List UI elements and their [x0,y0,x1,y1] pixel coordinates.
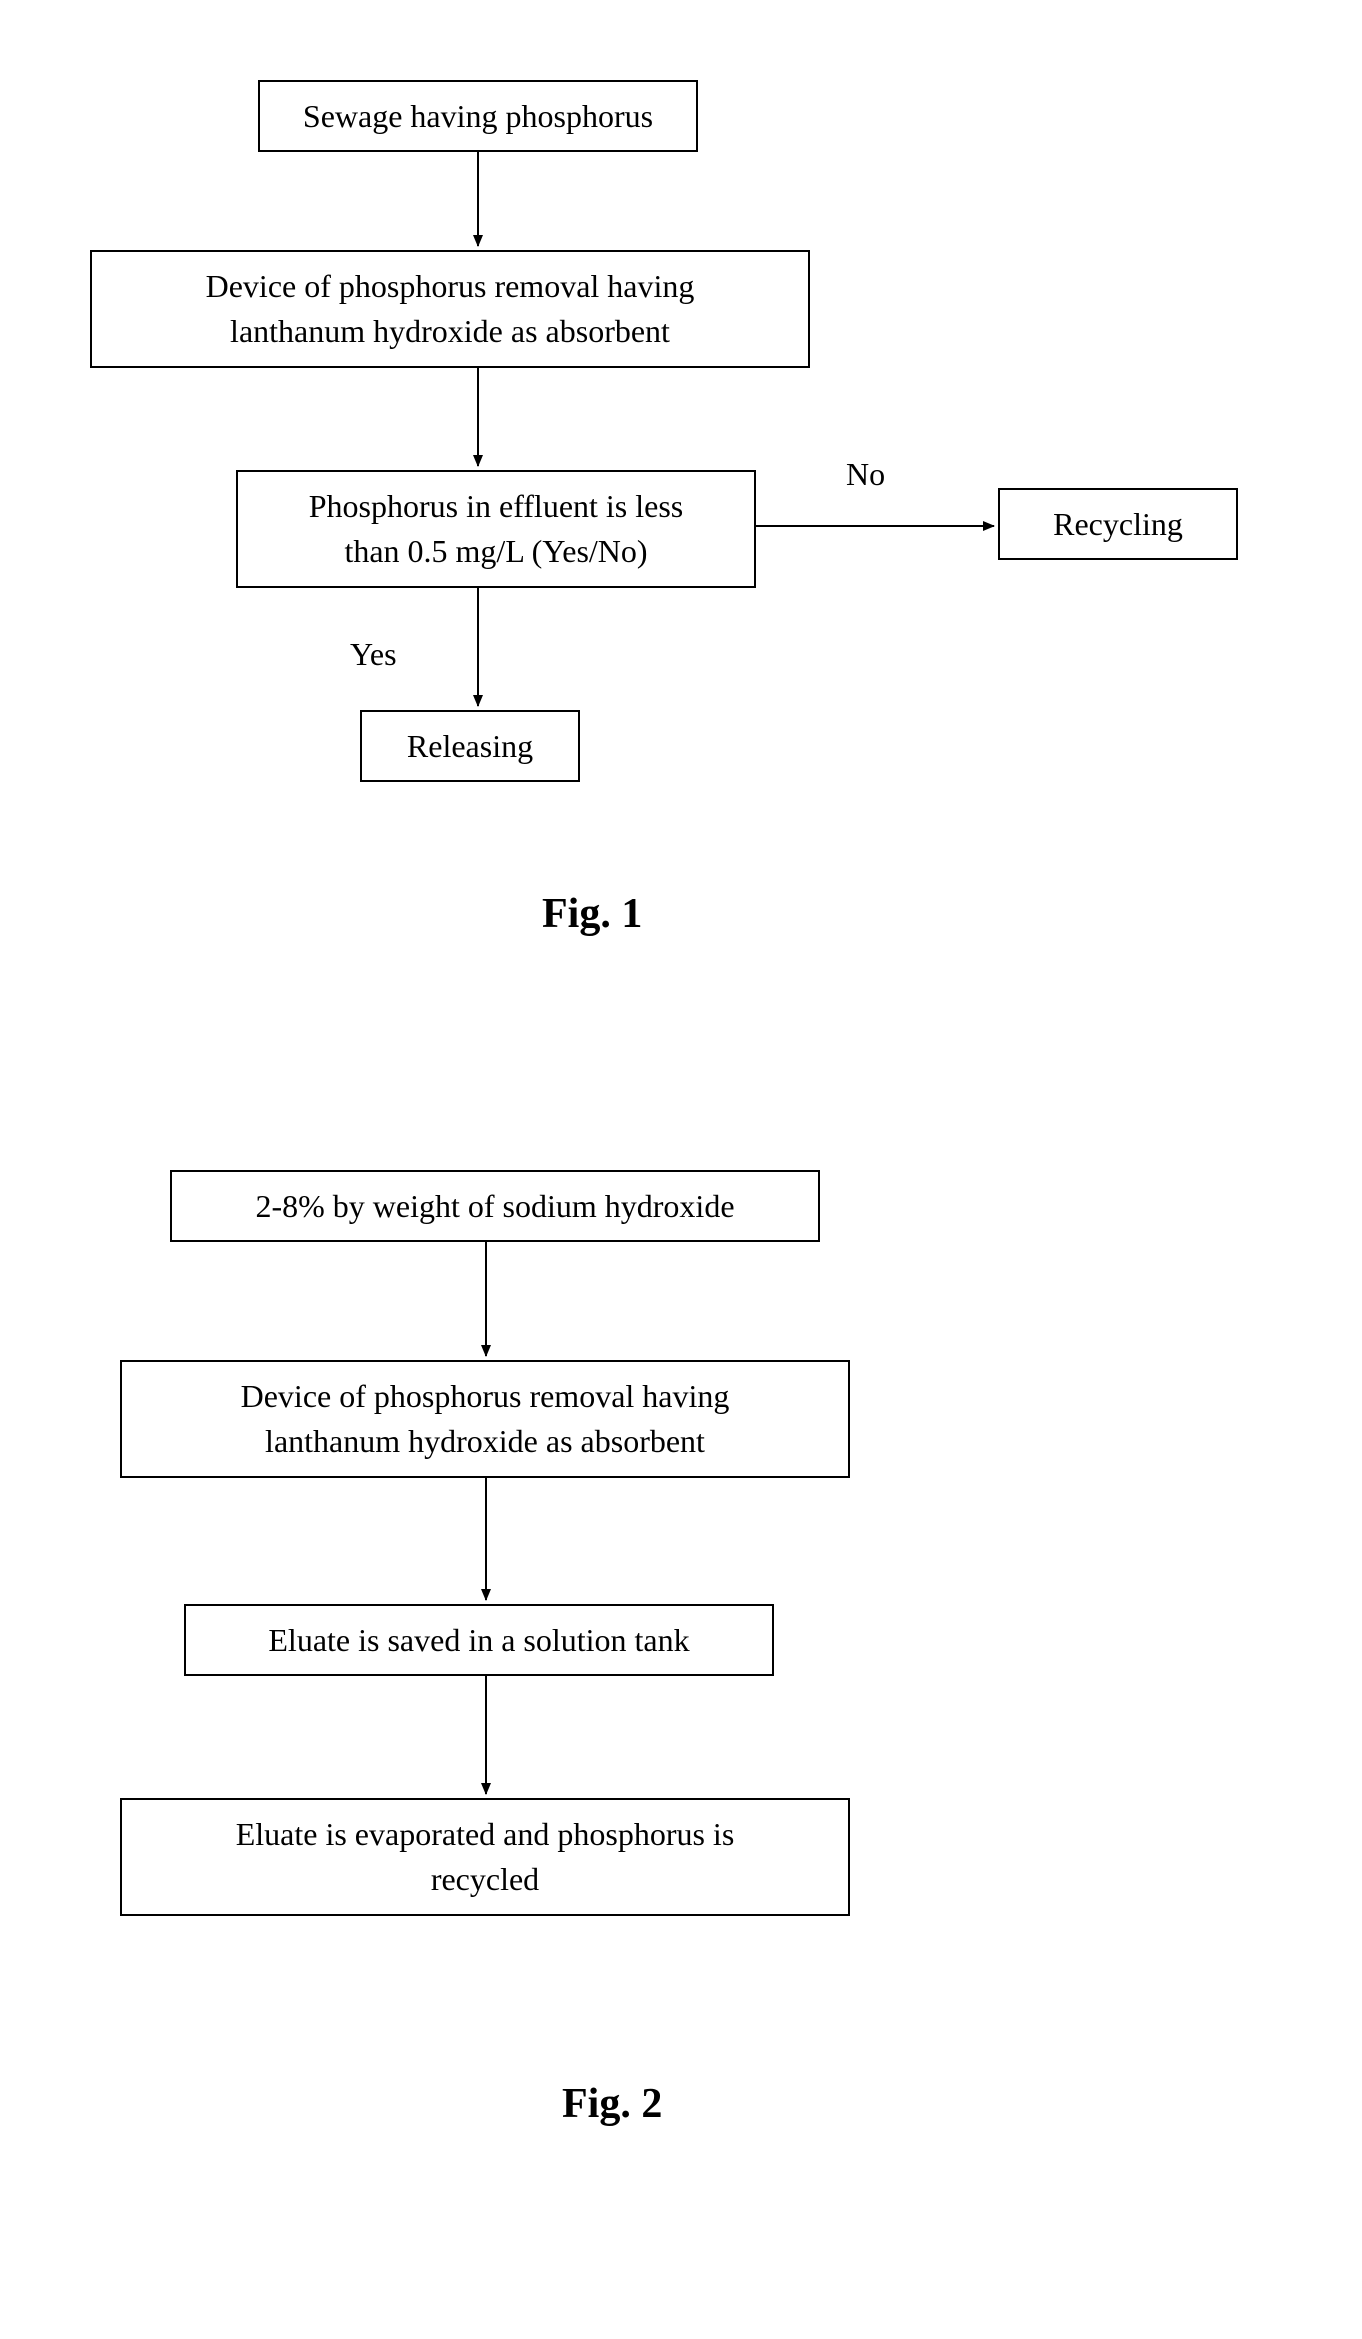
fig1-edge-label-no: No [846,456,885,493]
fig2-arrow-layer [20,1170,1362,2220]
node-label: Sewage having phosphorus [303,94,653,139]
fig2-node-evap: Eluate is evaporated and phosphorus isre… [120,1798,850,1916]
node-label: Eluate is saved in a solution tank [268,1618,689,1663]
node-label: Device of phosphorus removal havinglanth… [206,264,695,354]
node-label: Device of phosphorus removal havinglanth… [241,1374,730,1464]
fig2-node-device: Device of phosphorus removal havinglanth… [120,1360,850,1478]
fig1-node-sewage: Sewage having phosphorus [258,80,698,152]
node-label: Eluate is evaporated and phosphorus isre… [236,1812,735,1902]
node-label: Releasing [407,724,533,769]
fig2-node-naoh: 2-8% by weight of sodium hydroxide [170,1170,820,1242]
fig2-node-tank: Eluate is saved in a solution tank [184,1604,774,1676]
fig1-node-releasing: Releasing [360,710,580,782]
node-label: 2-8% by weight of sodium hydroxide [255,1184,734,1229]
fig2-title: Fig. 2 [562,2080,662,2128]
fig1-node-device: Device of phosphorus removal havinglanth… [90,250,810,368]
fig1-node-decision: Phosphorus in effluent is lessthan 0.5 m… [236,470,756,588]
fig1-title: Fig. 1 [542,890,642,938]
fig1-node-recycling: Recycling [998,488,1238,560]
edge-label-text: No [846,456,885,492]
fig2-flowchart: 2-8% by weight of sodium hydroxide Devic… [20,1170,1362,2220]
edge-label-text: Yes [350,636,397,672]
fig1-edge-label-yes: Yes [350,636,397,673]
node-label: Recycling [1053,502,1183,547]
page-container: Sewage having phosphorus Device of phosp… [20,40,1362,2220]
fig-title-text: Fig. 2 [562,2081,662,2127]
fig1-flowchart: Sewage having phosphorus Device of phosp… [20,40,1362,990]
fig-title-text: Fig. 1 [542,891,642,937]
node-label: Phosphorus in effluent is lessthan 0.5 m… [309,484,684,574]
